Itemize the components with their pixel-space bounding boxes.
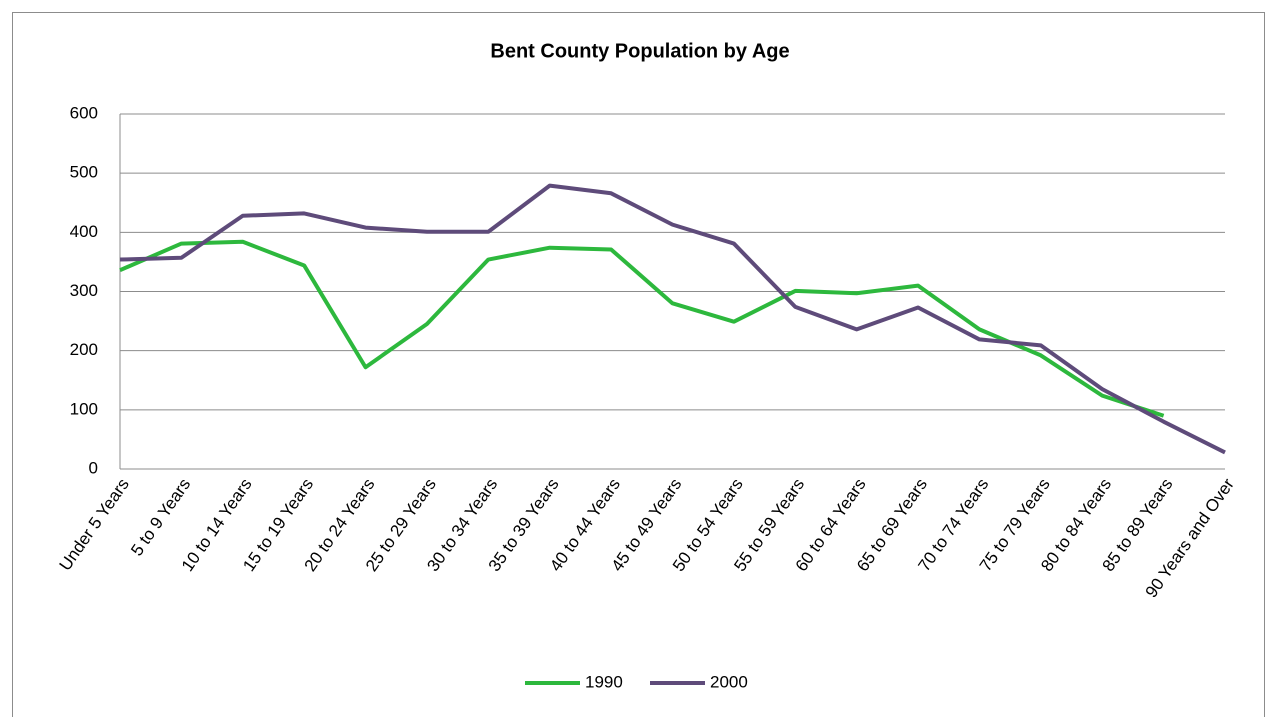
- y-tick-label: 600: [70, 103, 98, 122]
- series-line: [119, 183, 1226, 455]
- y-tick-label: 200: [70, 340, 98, 359]
- y-tick-label: 500: [70, 163, 98, 182]
- y-tick-label: 100: [70, 399, 98, 418]
- series-line: [119, 239, 1165, 418]
- legend-label: 2000: [710, 672, 748, 691]
- y-tick-label: 400: [70, 222, 98, 241]
- legend-label: 1990: [585, 672, 623, 691]
- y-tick-label: 0: [89, 458, 98, 477]
- y-tick-label: 300: [70, 281, 98, 300]
- chart-border: [12, 12, 1265, 717]
- chart-title: Bent County Population by Age: [490, 40, 789, 62]
